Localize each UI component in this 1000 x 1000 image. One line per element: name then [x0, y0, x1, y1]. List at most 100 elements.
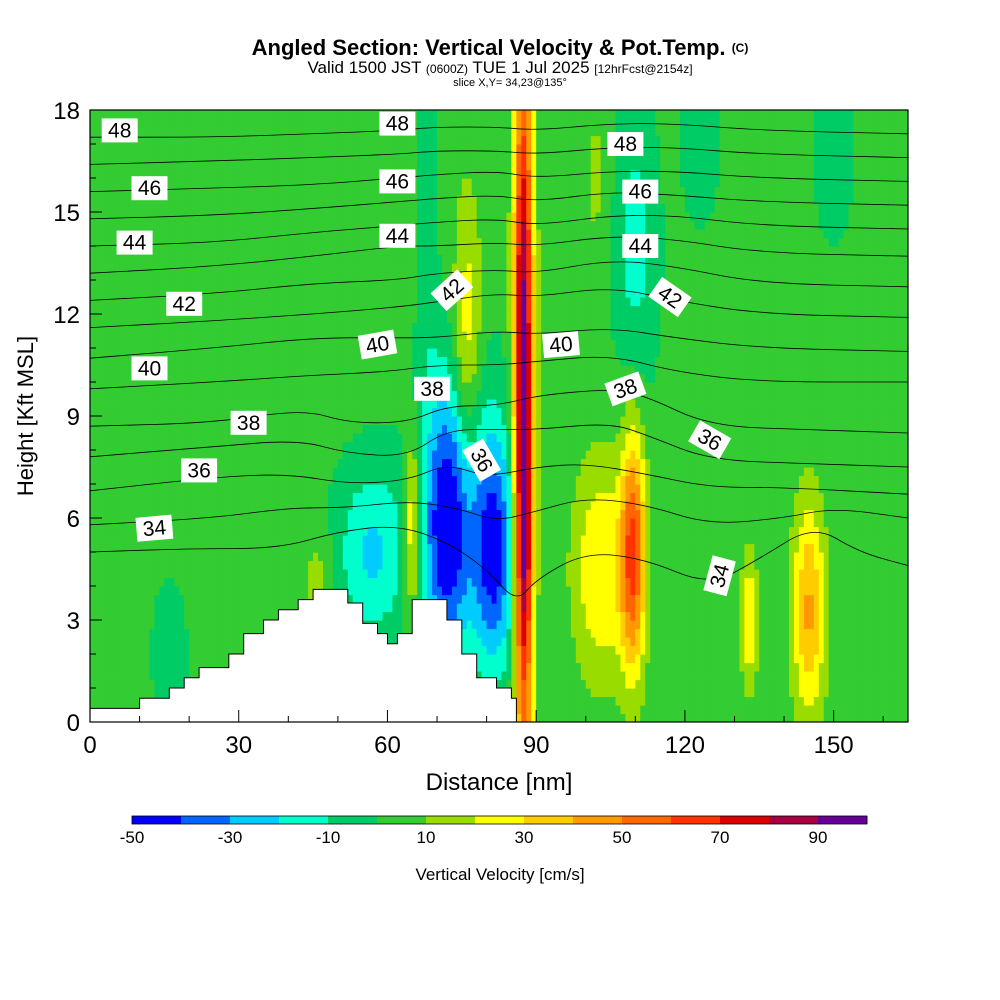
velocity-cell — [114, 407, 121, 417]
velocity-cell — [288, 263, 294, 273]
velocity-cell — [372, 305, 379, 315]
velocity-cell — [382, 280, 389, 290]
velocity-cell — [154, 458, 161, 468]
velocity-cell — [402, 569, 408, 579]
velocity-cell — [273, 144, 279, 154]
velocity-cell — [263, 509, 270, 519]
velocity-cell — [174, 416, 180, 426]
velocity-cell — [233, 552, 240, 562]
velocity-cell — [422, 450, 428, 460]
velocity-cell — [208, 492, 215, 502]
velocity-cell — [367, 237, 374, 247]
velocity-cell — [407, 467, 413, 477]
velocity-cell — [228, 433, 235, 443]
velocity-cell — [352, 569, 359, 579]
velocity-cell — [258, 509, 265, 519]
velocity-cell — [144, 288, 151, 298]
velocity-cell — [352, 433, 359, 443]
velocity-cell — [144, 297, 151, 307]
velocity-cell — [238, 594, 245, 604]
velocity-cell — [342, 195, 349, 205]
velocity-cell — [362, 577, 369, 587]
velocity-cell — [119, 509, 126, 519]
velocity-cell — [352, 509, 359, 519]
velocity-cell — [169, 118, 175, 128]
velocity-cell — [149, 688, 156, 698]
velocity-cell — [213, 390, 220, 400]
velocity-cell — [104, 424, 111, 434]
velocity-cell — [283, 127, 289, 137]
velocity-cell — [213, 161, 220, 171]
velocity-cell — [352, 424, 359, 434]
velocity-cell — [308, 365, 314, 375]
velocity-cell — [417, 552, 423, 562]
velocity-cell — [159, 509, 165, 519]
velocity-cell — [407, 501, 413, 511]
velocity-cell — [427, 509, 433, 519]
velocity-cell — [303, 127, 309, 137]
velocity-cell — [332, 441, 339, 451]
velocity-cell — [372, 178, 379, 188]
velocity-cell — [278, 288, 284, 298]
velocity-cell — [134, 450, 141, 460]
velocity-cell — [392, 416, 398, 426]
velocity-cell — [194, 594, 200, 604]
velocity-cell — [94, 220, 101, 230]
velocity-cell — [149, 552, 156, 562]
velocity-cell — [332, 424, 339, 434]
velocity-cell — [199, 399, 205, 409]
velocity-cell — [283, 475, 289, 485]
velocity-cell — [184, 577, 190, 587]
velocity-cell — [392, 331, 398, 341]
velocity-cell — [233, 628, 240, 638]
velocity-cell — [129, 535, 136, 545]
velocity-cell — [298, 195, 304, 205]
velocity-cell — [109, 696, 116, 706]
velocity-cell — [288, 365, 294, 375]
velocity-cell — [258, 186, 265, 196]
velocity-cell — [169, 169, 175, 179]
velocity-cell — [337, 407, 344, 417]
velocity-cell — [199, 543, 205, 553]
velocity-cell — [204, 654, 210, 664]
velocity-cell — [412, 552, 418, 562]
velocity-cell — [159, 501, 165, 511]
velocity-cell — [114, 356, 121, 366]
velocity-cell — [293, 492, 299, 502]
velocity-cell — [223, 611, 230, 621]
velocity-cell — [194, 161, 200, 171]
velocity-cell — [119, 645, 126, 655]
velocity-cell — [184, 662, 190, 672]
velocity-cell — [223, 229, 230, 239]
velocity-cell — [154, 552, 161, 562]
velocity-cell — [164, 237, 170, 247]
velocity-cell — [184, 152, 190, 162]
velocity-cell — [213, 552, 220, 562]
velocity-cell — [223, 195, 230, 205]
velocity-cell — [114, 552, 121, 562]
velocity-cell — [243, 203, 250, 213]
velocity-cell — [263, 229, 270, 239]
velocity-cell — [323, 560, 329, 570]
velocity-cell — [382, 373, 389, 383]
velocity-cell — [332, 552, 339, 562]
velocity-cell — [184, 373, 190, 383]
velocity-cell — [263, 288, 270, 298]
velocity-cell — [367, 390, 374, 400]
velocity-cell — [313, 526, 319, 536]
velocity-cell — [427, 271, 433, 281]
velocity-cell — [298, 271, 304, 281]
velocity-cell — [427, 365, 433, 375]
velocity-cell — [268, 161, 275, 171]
velocity-cell — [149, 152, 156, 162]
velocity-cell — [119, 569, 126, 579]
velocity-cell — [179, 246, 185, 256]
velocity-cell — [268, 195, 275, 205]
velocity-cell — [422, 552, 428, 562]
velocity-cell — [104, 535, 111, 545]
velocity-cell — [124, 526, 131, 536]
velocity-cell — [164, 348, 170, 358]
velocity-cell — [228, 254, 235, 264]
velocity-cell — [119, 365, 126, 375]
velocity-cell — [427, 246, 433, 256]
